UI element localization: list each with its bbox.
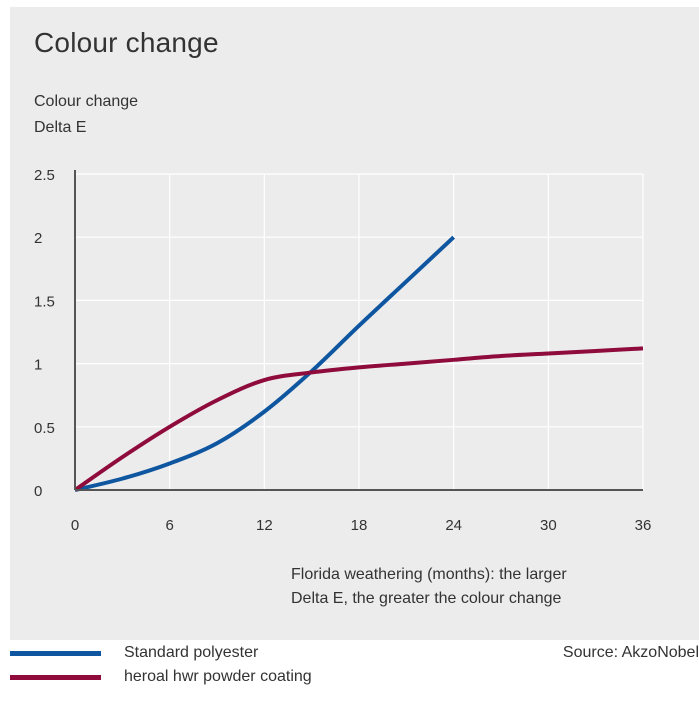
legend: Standard polyester heroal hwr powder coa… bbox=[0, 642, 699, 720]
line-chart: 0 6 12 18 24 30 36 0 0.5 1 1.5 2 2.5 bbox=[34, 167, 651, 534]
legend-swatch-standard-polyester bbox=[10, 651, 101, 656]
series-line-heroal-hwr-powder-coating bbox=[73, 346, 644, 492]
y-tick-label-2: 2 bbox=[34, 230, 42, 247]
x-tick-label-6: 6 bbox=[165, 517, 173, 534]
x-tick-label-12: 12 bbox=[256, 517, 273, 534]
y-tick-label-0-5: 0.5 bbox=[34, 420, 55, 437]
chart-panel: Colour change Colour change Delta E 0 6 12… bbox=[10, 7, 699, 640]
y-axis-label-line-2: Delta E bbox=[34, 119, 87, 136]
y-axis-label-line-1: Colour change bbox=[34, 93, 139, 110]
x-axis-label: Florida weathering (months): the larger … bbox=[291, 563, 567, 611]
x-tick-label-24: 24 bbox=[445, 517, 462, 534]
legend-label-heroal-hwr: heroal hwr powder coating bbox=[124, 668, 312, 685]
y-tick-label-2-5: 2.5 bbox=[34, 167, 55, 184]
grid bbox=[75, 173, 644, 490]
axes bbox=[74, 170, 643, 491]
y-axis-label: Colour change Delta E bbox=[34, 89, 138, 141]
x-tick-label-30: 30 bbox=[540, 517, 557, 534]
x-axis-label-line-2: Delta E, the greater the colour change bbox=[291, 590, 562, 607]
x-axis-label-line-1: Florida weathering (months): the larger bbox=[291, 566, 567, 583]
y-tick-label-0: 0 bbox=[34, 483, 42, 500]
chart-title: Colour change bbox=[34, 27, 219, 58]
x-tick-label-0: 0 bbox=[71, 517, 79, 534]
source-note: Source: AkzoNobel bbox=[562, 644, 699, 661]
x-tick-label-18: 18 bbox=[351, 517, 368, 534]
series-line-standard-polyester bbox=[74, 235, 456, 492]
legend-swatch-heroal-hwr bbox=[10, 675, 101, 680]
y-tick-label-1-5: 1.5 bbox=[34, 293, 55, 310]
legend-label-standard-polyester: Standard polyester bbox=[124, 644, 259, 661]
tick-labels: 0 6 12 18 24 30 36 0 0.5 1 1.5 2 2.5 bbox=[34, 167, 651, 534]
x-tick-label-36: 36 bbox=[635, 517, 652, 534]
series-lines bbox=[73, 235, 644, 492]
y-tick-label-1: 1 bbox=[34, 357, 42, 374]
